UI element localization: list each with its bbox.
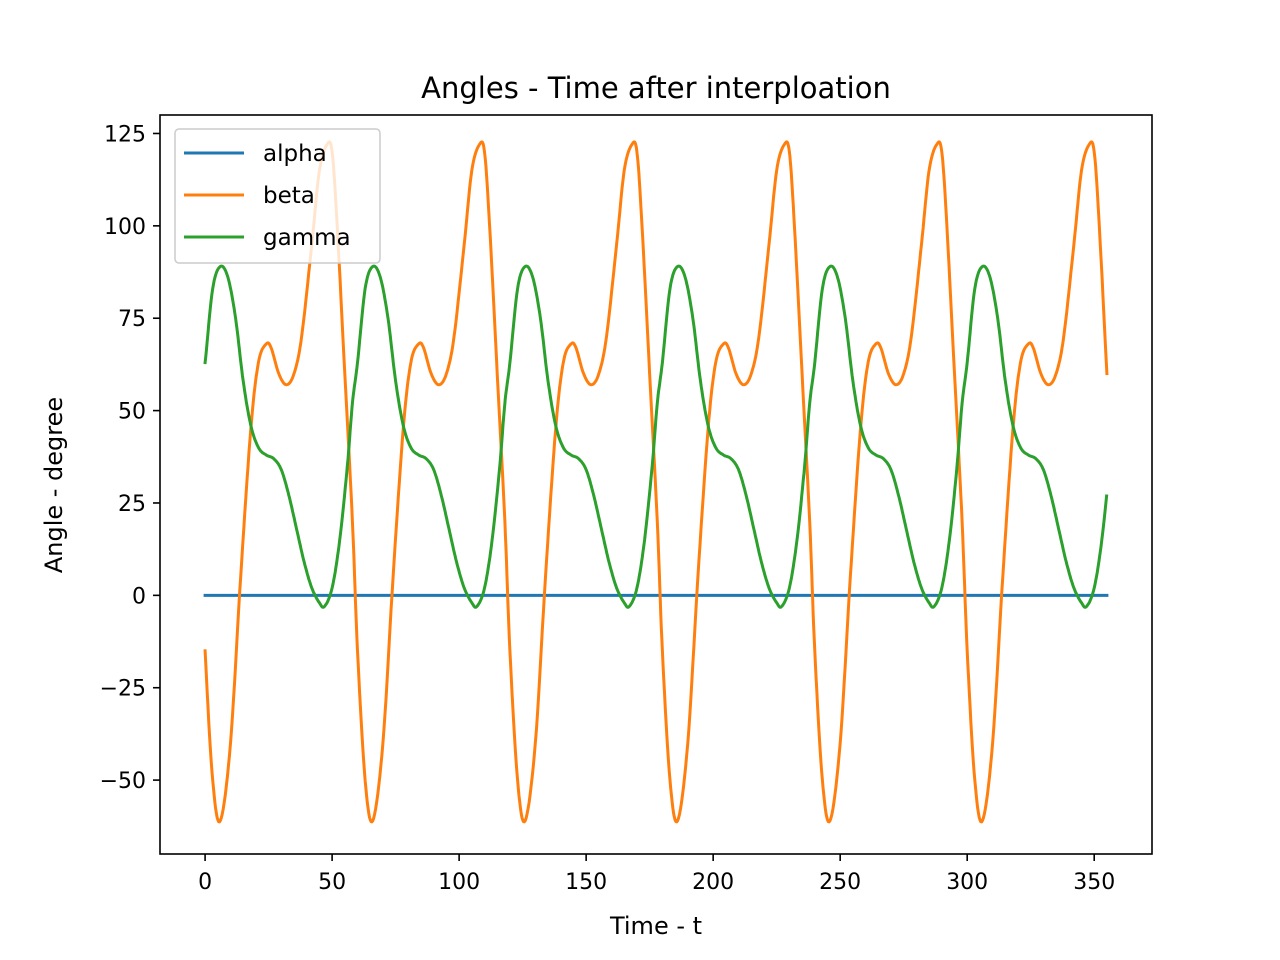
x-tick-label: 200: [692, 870, 734, 895]
legend-box: [174, 128, 381, 264]
x-tick-label: 0: [198, 870, 212, 895]
y-tick-label: −50: [100, 769, 146, 794]
y-tick-label: −25: [100, 677, 146, 702]
y-axis-ticks: −50 −25 0 25 50 75 100 125: [100, 122, 160, 794]
x-axis-label: Time - t: [609, 912, 702, 940]
x-tick-label: 350: [1073, 870, 1115, 895]
x-tick-label: 150: [565, 870, 607, 895]
y-tick-label: 100: [104, 215, 146, 240]
series-line-gamma: [203, 264, 1109, 609]
x-axis-ticks: 0 50 100 150 200 250 300 350: [198, 854, 1115, 895]
x-tick-label: 100: [438, 870, 480, 895]
chart-title: Angles - Time after interploation: [421, 71, 891, 105]
plot-area-frame: [159, 114, 1153, 855]
x-tick-label: 300: [946, 870, 988, 895]
legend: alpha beta gamma: [174, 128, 381, 264]
y-tick-label: 125: [104, 122, 146, 147]
legend-label-alpha: alpha: [263, 141, 327, 167]
legend-label-beta: beta: [263, 183, 315, 209]
y-tick-label: 25: [118, 492, 146, 517]
series-line-beta: [203, 140, 1109, 824]
x-tick-label: 250: [819, 870, 861, 895]
y-tick-label: 75: [118, 307, 146, 332]
y-axis-label: Angle - degree: [40, 397, 68, 573]
legend-label-gamma: gamma: [263, 225, 351, 251]
y-tick-label: 50: [118, 400, 146, 425]
y-tick-label: 0: [132, 584, 146, 609]
plot-series: [203, 140, 1109, 824]
x-tick-label: 50: [318, 870, 346, 895]
